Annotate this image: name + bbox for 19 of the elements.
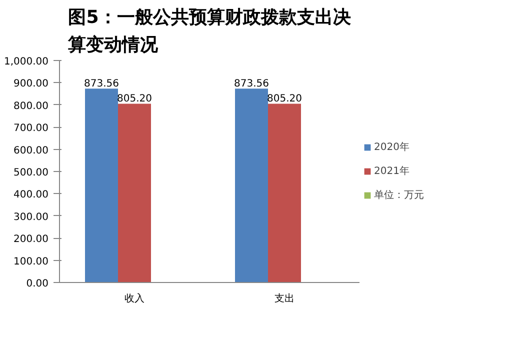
y-tick-label: 400.00 bbox=[14, 190, 49, 201]
legend-label: 2020年 bbox=[374, 141, 410, 154]
y-tick-label: 300.00 bbox=[14, 212, 49, 223]
y-tick-label: 100.00 bbox=[14, 256, 49, 268]
data-label: 873.56 bbox=[234, 78, 270, 90]
x-tick-label: 收入 bbox=[124, 292, 144, 304]
y-tick-label: 0.00 bbox=[26, 278, 48, 290]
chart-title: 图5：一般公共预算财政拨款支出决算变动情况 bbox=[67, 7, 351, 56]
y-tick-label: 1,000.00 bbox=[4, 56, 48, 68]
y-tick-label: 900.00 bbox=[14, 78, 49, 90]
y-tick-label: 500.00 bbox=[14, 168, 49, 178]
y-tick-label: 700.00 bbox=[14, 123, 49, 134]
legend-label: 单位：万元 bbox=[374, 188, 424, 202]
x-tick-label: 支出 bbox=[274, 292, 294, 304]
y-tick-label: 200.00 bbox=[14, 234, 49, 246]
data-label: 873.56 bbox=[84, 78, 120, 90]
legend-label: 2021年 bbox=[374, 165, 410, 178]
y-tick-label: 600.00 bbox=[14, 145, 49, 156]
y-tick-label: 800.00 bbox=[14, 100, 49, 112]
